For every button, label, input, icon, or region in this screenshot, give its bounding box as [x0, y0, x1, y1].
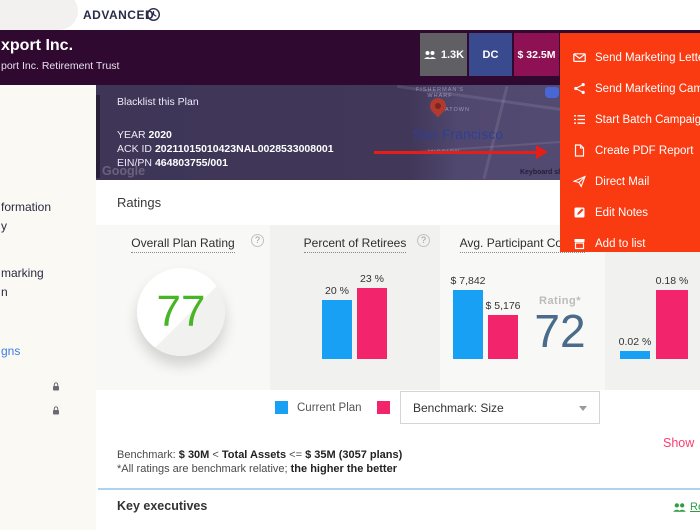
- company-name: xport Inc.: [1, 37, 74, 54]
- assets-label: $ 32.5M: [517, 48, 556, 61]
- plan-type-label: DC: [482, 48, 499, 61]
- chart-title-overall: Overall Plan Rating: [96, 236, 270, 253]
- map-city-label: San Francisco: [413, 127, 504, 142]
- contrib-rating-label: Rating*: [539, 295, 581, 307]
- lock-icon: [53, 406, 59, 415]
- year-value: 2020: [148, 129, 172, 141]
- contrib-rating-value: 72: [534, 305, 586, 357]
- benchmark-select[interactable]: Benchmark: Size: [400, 391, 600, 424]
- highway-shield-icon: [545, 87, 559, 98]
- chevron-down-icon: [579, 406, 587, 411]
- participants-icon: [423, 50, 436, 59]
- help-icon[interactable]: ?: [251, 234, 264, 247]
- annotation-arrow: [374, 151, 538, 154]
- menu-item-add-to-list[interactable]: Add to list: [573, 228, 700, 252]
- chart-title-contrib: Avg. Participant Contrib: [440, 236, 605, 253]
- participants-count: 1.3K: [440, 48, 465, 61]
- people-icon: [673, 502, 686, 512]
- menu-item-create-pdf-report[interactable]: Create PDF Report: [573, 135, 700, 166]
- sidebar-item[interactable]: marking: [1, 266, 44, 280]
- help-icon[interactable]: ?: [417, 234, 430, 247]
- sidebar-item-active[interactable]: gns: [1, 344, 21, 358]
- show-link[interactable]: Show: [663, 436, 695, 450]
- bar-value-label: $ 5,176: [485, 300, 521, 312]
- plan-name: port Inc. Retirement Trust: [1, 60, 120, 72]
- section-divider: [98, 488, 700, 490]
- annotation-arrow-head: [536, 145, 548, 159]
- map-district-label: FISHERMAN'S WHARF: [415, 87, 465, 99]
- envelope-icon: [573, 53, 586, 62]
- benchmark-select-value: Benchmark: Size: [413, 400, 504, 415]
- menu-item-direct-mail[interactable]: Direct Mail: [573, 166, 700, 197]
- top-bar: ADVANCED: [0, 0, 700, 30]
- year-row: YEAR 2020: [117, 129, 172, 141]
- sidebar-item[interactable]: formation: [1, 200, 52, 214]
- ack-label: ACK ID: [117, 143, 153, 155]
- bar-value-label: 20 %: [325, 285, 349, 297]
- map-district-label: ATOWN: [445, 107, 470, 113]
- legend-current-label: Current Plan: [297, 402, 362, 414]
- advanced-tab[interactable]: ADVANCED: [83, 8, 155, 22]
- add-to-list-icon: [574, 239, 585, 250]
- history-clock-icon[interactable]: [146, 7, 161, 22]
- bar-benchmark-retirees: [357, 288, 387, 359]
- bar-benchmark-contrib: [488, 315, 518, 359]
- ack-value: 20211015010423NAL0028533008001: [154, 143, 334, 155]
- menu-item-edit-notes[interactable]: Edit Notes: [573, 197, 700, 228]
- sidebar-item[interactable]: y: [1, 219, 7, 233]
- bar-current-contrib: [453, 290, 483, 359]
- executives-link[interactable]: Re: [672, 501, 700, 513]
- menu-item-start-batch-campaign[interactable]: Start Batch Campaign: [573, 104, 700, 135]
- bar-current-fourth: [620, 351, 650, 359]
- year-label: YEAR: [117, 129, 146, 141]
- assets-badge[interactable]: $ 32.5M: [514, 33, 559, 76]
- ein-row: EIN/PN 464803755/001: [117, 157, 228, 169]
- search-pill[interactable]: [0, 0, 78, 30]
- paper-plane-icon: [573, 175, 586, 188]
- bar-value-label: 23 %: [360, 273, 384, 285]
- campaign-icon: [574, 83, 585, 94]
- executives-link-label: Re: [690, 501, 700, 513]
- legend-benchmark-swatch: [377, 401, 390, 414]
- bar-current-retirees: [322, 300, 352, 359]
- chart-title-retirees: Percent of Retirees: [270, 236, 440, 253]
- plan-type-badge[interactable]: DC: [469, 33, 512, 76]
- bar-value-label: 0.02 %: [618, 336, 652, 348]
- scrollbar-thumb[interactable]: [96, 95, 100, 178]
- batch-list-icon: [574, 115, 585, 124]
- bar-benchmark-fourth: [656, 290, 688, 359]
- actions-context-menu: Send Marketing Letter Send Marketing Cam…: [560, 33, 700, 252]
- ein-label: EIN/PN: [117, 157, 153, 169]
- legend-current-swatch: [275, 401, 288, 414]
- keyboard-shortcuts-label[interactable]: Keyboard sh: [520, 169, 563, 176]
- overall-rating-gauge: 77: [137, 268, 225, 356]
- lock-icon: [53, 382, 59, 391]
- left-sidebar: formation y marking n gns: [0, 85, 96, 530]
- chart-panel-percent-retirees: [270, 225, 440, 390]
- participants-badge[interactable]: 1.3K: [420, 33, 467, 76]
- bar-value-label: $ 7,842: [450, 275, 486, 287]
- overall-rating-value: 77: [156, 287, 206, 336]
- ratings-section-title: Ratings: [117, 195, 162, 210]
- benchmark-note: Benchmark: $ 30M < Total Assets <= $ 35M…: [117, 449, 403, 461]
- ein-value: 464803755/001: [154, 157, 228, 169]
- pdf-file-icon: [574, 144, 585, 157]
- sidebar-item[interactable]: n: [1, 285, 8, 299]
- key-executives-title: Key executives: [117, 499, 208, 513]
- map-watermark: Google: [102, 164, 146, 178]
- ratings-footnote: *All ratings are benchmark relative; the…: [117, 463, 397, 475]
- bar-value-label: 0.18 %: [655, 275, 689, 287]
- blacklist-link[interactable]: Blacklist this Plan: [117, 96, 199, 108]
- menu-item-send-marketing-letter[interactable]: Send Marketing Letter: [573, 42, 700, 73]
- menu-item-send-marketing-campaign[interactable]: Send Marketing Campaign: [573, 73, 700, 104]
- edit-notes-icon: [574, 207, 585, 218]
- ack-row: ACK ID 20211015010423NAL0028533008001: [117, 143, 334, 155]
